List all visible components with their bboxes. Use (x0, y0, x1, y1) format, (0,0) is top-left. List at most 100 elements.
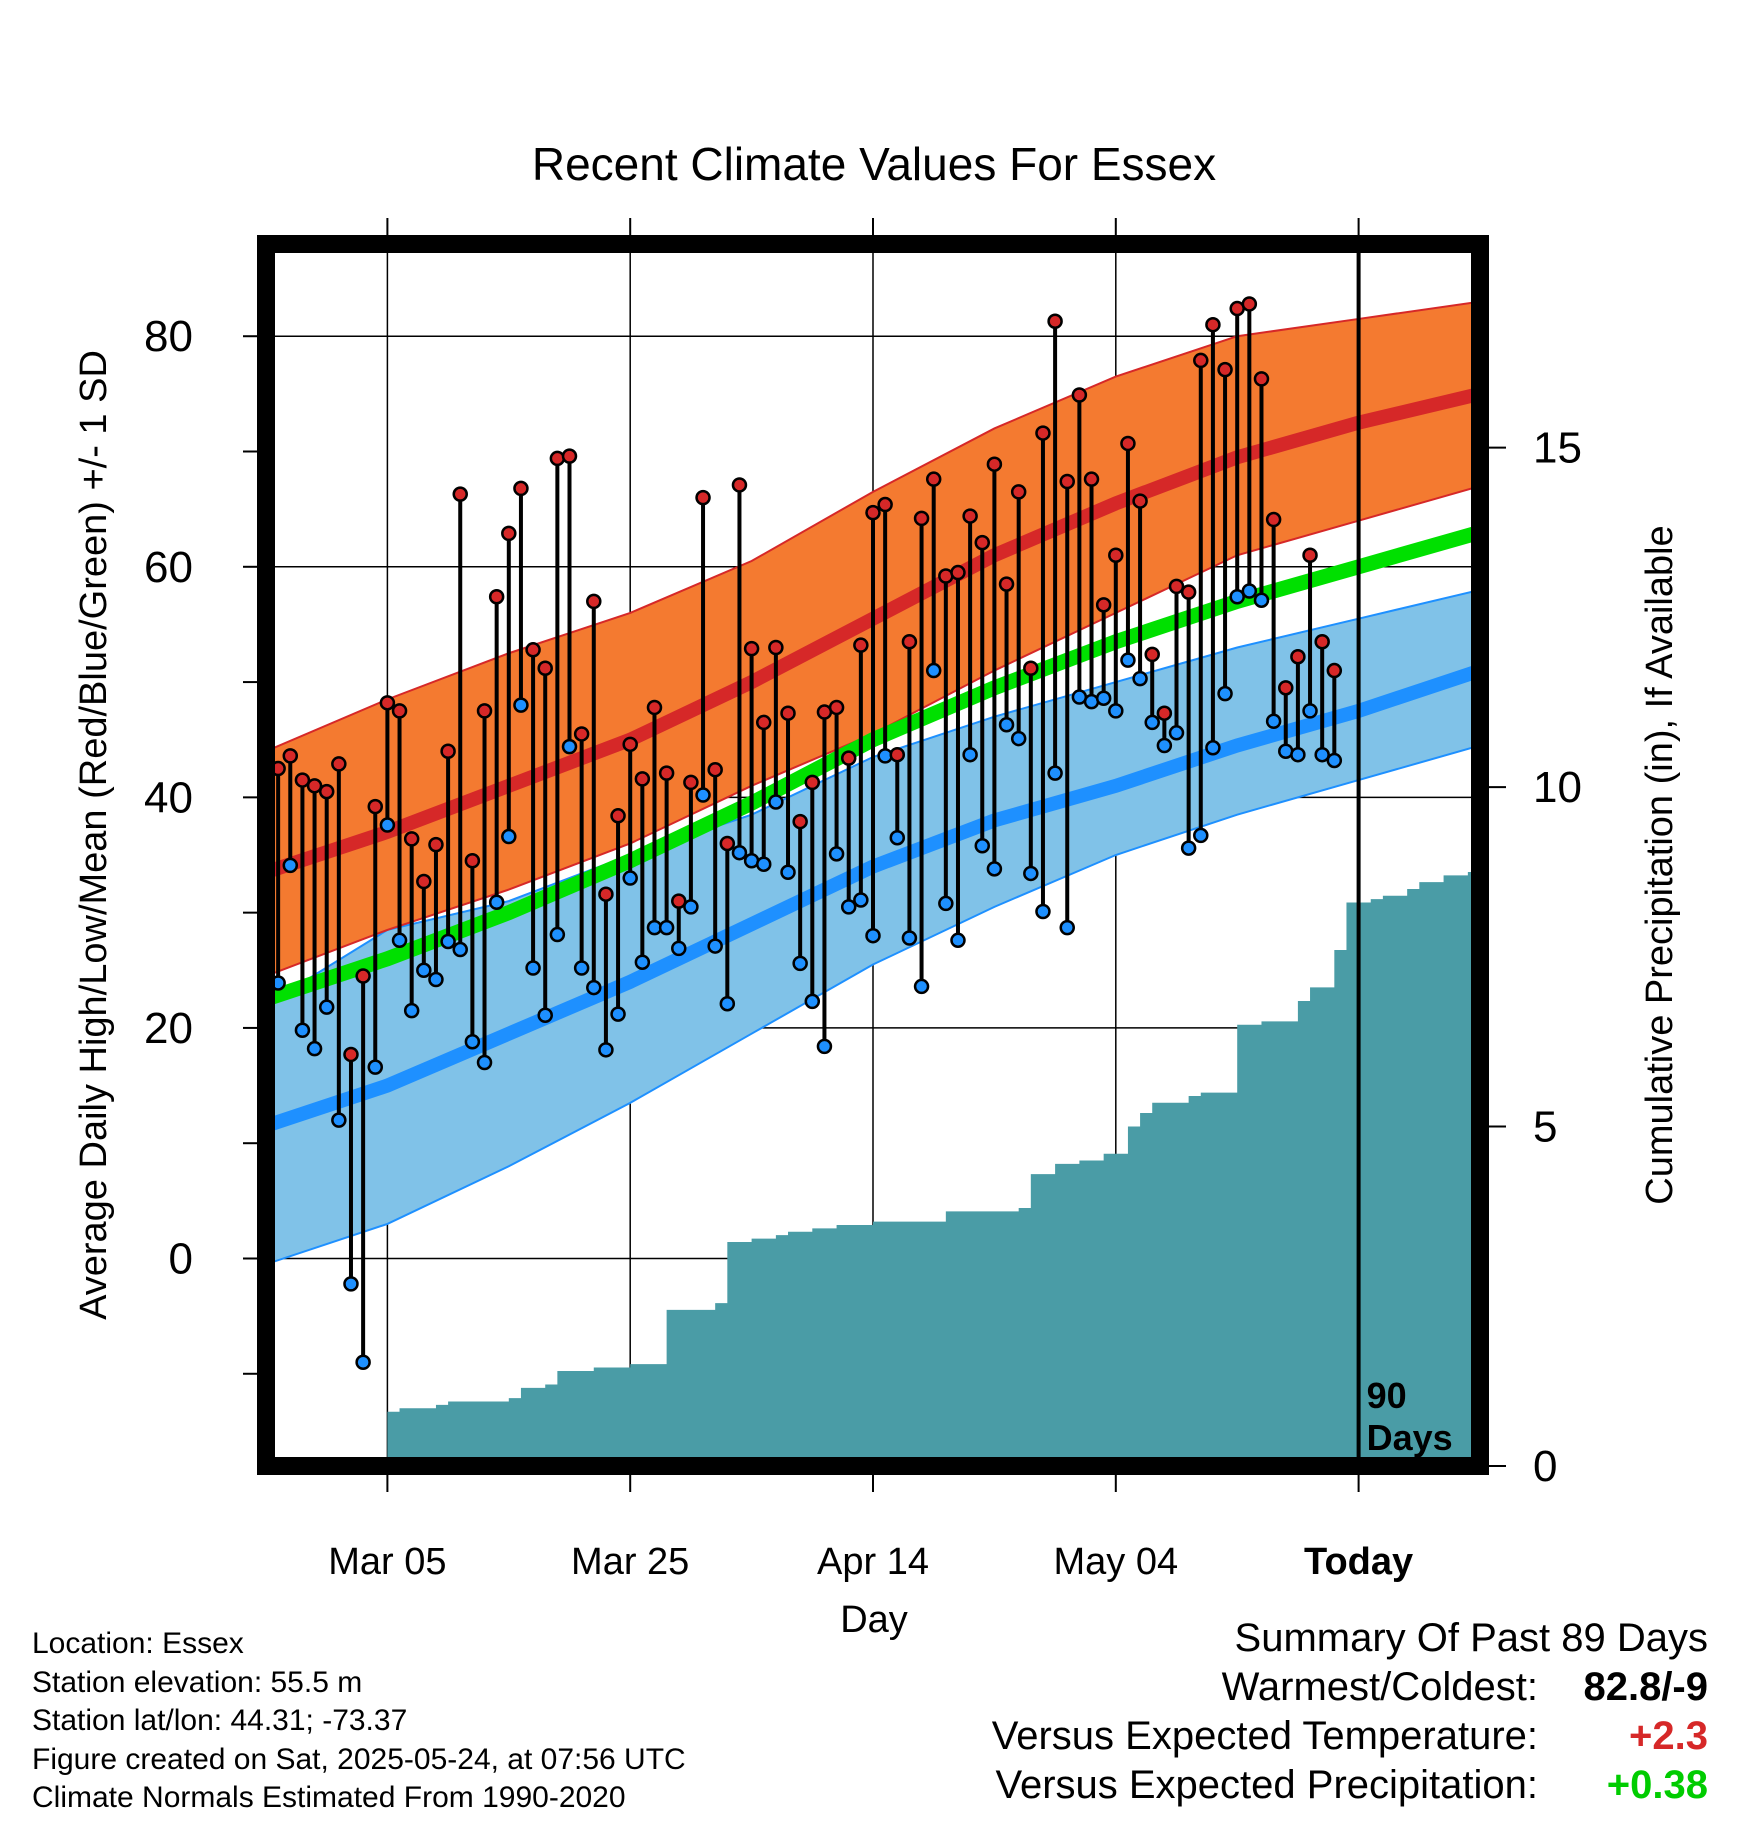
low-temp-point (731, 844, 748, 861)
low-temp-point (573, 960, 590, 976)
high-temp-point (622, 736, 638, 753)
y-tick-label: 0 (169, 1234, 193, 1283)
high-temp-point (792, 813, 808, 830)
y-tick-label: 60 (144, 543, 193, 592)
low-temp-point (622, 870, 638, 886)
high-temp-point (488, 589, 505, 605)
low-temp-point (1302, 703, 1318, 719)
high-temp-point (925, 471, 942, 487)
high-temp-point (1059, 473, 1075, 490)
station-info: Location: Essex Station elevation: 55.5 … (32, 1625, 686, 1818)
high-temp-point (476, 703, 493, 719)
low-temp-point (683, 899, 699, 915)
high-temp-point (282, 748, 299, 764)
low-temp-point (1156, 737, 1173, 754)
high-temp-point (658, 765, 675, 781)
y-tick-label: 20 (144, 1004, 193, 1053)
low-temp-point (889, 829, 906, 846)
low-temp-point (865, 927, 881, 944)
high-temp-point (950, 564, 966, 581)
x-tick-label: Apr 14 (817, 1541, 929, 1583)
high-temp-point (719, 835, 736, 852)
high-temp-point (343, 1046, 359, 1063)
created-text: Figure created on Sat, 2025-05-24, at 07… (32, 1742, 686, 1776)
high-temp-point (1253, 371, 1270, 387)
low-temp-point (1035, 903, 1051, 920)
high-temp-point (610, 808, 626, 824)
plot-inner (266, 244, 1480, 1466)
low-temp-point (998, 716, 1015, 733)
low-temp-point (1108, 703, 1124, 719)
high-temp-point (780, 705, 796, 721)
low-temp-point (840, 899, 857, 915)
normals-text: Climate Normals Estimated From 1990-2020 (32, 1781, 626, 1814)
low-temp-point (634, 954, 651, 970)
low-temp-point (828, 846, 845, 862)
x-tick-label: Today (1304, 1541, 1413, 1583)
low-temp-point (925, 662, 942, 679)
high-temp-point (913, 510, 930, 527)
warmest-label: Warmest/Coldest: (1221, 1665, 1538, 1709)
high-temp-point (1180, 584, 1197, 600)
precip-value: +0.38 (1606, 1763, 1708, 1807)
low-temp-point (1217, 685, 1233, 702)
temp-row: Versus Expected Temperature: +2.3 (992, 1714, 1708, 1763)
low-temp-point (416, 962, 432, 979)
high-temp-point (1071, 387, 1088, 403)
summary-panel: Summary Of Past 89 Days Warmest/Coldest:… (992, 1616, 1708, 1812)
high-temp-point (1326, 662, 1343, 679)
precipitation-area (387, 868, 1480, 1466)
high-temp-point (598, 886, 614, 902)
high-temp-point (1241, 296, 1258, 312)
low-temp-point (513, 697, 529, 713)
low-temp-point (901, 930, 918, 946)
low-temp-point (950, 932, 966, 949)
high-temp-point (1193, 352, 1209, 369)
high-temp-point (1108, 547, 1124, 564)
low-temp-point (913, 978, 930, 995)
low-temp-point (816, 1038, 833, 1055)
low-temp-point (488, 894, 505, 911)
location-text: Location: Essex (32, 1627, 244, 1660)
summary-heading: Summary Of Past 89 Days (1234, 1616, 1708, 1660)
low-temp-point (1253, 592, 1270, 608)
high-temp-point (646, 699, 663, 716)
chart-title: Recent Climate Values For Essex (532, 138, 1216, 190)
high-temp-point (549, 450, 566, 467)
y2-axis-label: Cumulative Precipitation (in), If Availa… (1639, 525, 1681, 1204)
high-temp-point (1144, 646, 1160, 663)
low-temp-point (707, 938, 723, 954)
low-temp-point (1023, 865, 1039, 882)
low-temp-point (282, 857, 299, 874)
high-temp-point (1265, 511, 1282, 528)
high-temp-point (1035, 425, 1051, 441)
high-temp-point (828, 699, 845, 716)
low-temp-point (986, 861, 1003, 877)
low-temp-point (1229, 589, 1245, 605)
high-temp-point (707, 761, 723, 778)
today-days-label: 90 Days (1367, 1375, 1453, 1458)
high-temp-point (768, 639, 784, 656)
low-temp-point (1095, 690, 1112, 706)
x-tick-label: Mar 05 (328, 1541, 446, 1583)
low-temp-point (586, 979, 602, 996)
low-temp-point (1047, 765, 1063, 781)
low-temp-point (537, 1007, 553, 1023)
low-temp-point (1314, 746, 1330, 763)
y-tick-label: 40 (144, 773, 193, 822)
high-temp-point (865, 504, 881, 521)
low-temp-point (1193, 827, 1209, 844)
low-temp-point (1168, 725, 1185, 741)
high-temp-point (986, 456, 1003, 472)
low-temp-point (306, 1040, 323, 1057)
y-axis-label: Average Daily High/Low/Mean (Red/Blue/Gr… (73, 350, 115, 1320)
high-temp-point (1023, 660, 1039, 676)
low-temp-point (501, 828, 517, 845)
x-tick-label: Mar 25 (571, 1541, 689, 1583)
y2-tick-label: 10 (1533, 763, 1582, 812)
today-days-label-line: 90 (1367, 1375, 1407, 1416)
high-temp-point (403, 831, 420, 847)
precip-label: Versus Expected Precipitation: (995, 1763, 1538, 1807)
low-temp-point (853, 892, 869, 908)
low-temp-point (1241, 583, 1258, 599)
